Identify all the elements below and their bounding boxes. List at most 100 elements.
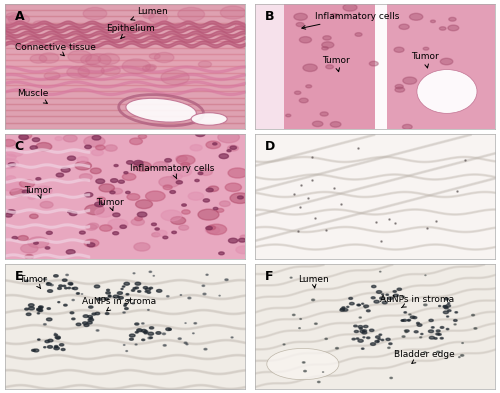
Circle shape <box>179 225 188 230</box>
Circle shape <box>126 191 130 194</box>
Circle shape <box>0 17 18 29</box>
Circle shape <box>370 329 374 331</box>
Circle shape <box>166 296 169 297</box>
Circle shape <box>448 25 459 31</box>
Circle shape <box>124 305 126 306</box>
Circle shape <box>32 349 36 351</box>
Text: D: D <box>264 140 274 153</box>
Circle shape <box>228 238 237 243</box>
Circle shape <box>424 352 426 353</box>
Text: Lumen: Lumen <box>131 7 168 20</box>
Circle shape <box>97 197 106 202</box>
Circle shape <box>39 306 43 308</box>
Circle shape <box>66 250 75 254</box>
Circle shape <box>374 300 379 303</box>
Circle shape <box>349 298 352 299</box>
Circle shape <box>54 347 60 350</box>
Circle shape <box>144 331 148 333</box>
Circle shape <box>138 290 141 292</box>
Circle shape <box>434 338 437 339</box>
Text: Epithelium: Epithelium <box>106 24 154 39</box>
Circle shape <box>402 320 404 321</box>
Circle shape <box>58 287 62 289</box>
Circle shape <box>35 186 52 195</box>
Circle shape <box>300 319 302 320</box>
Circle shape <box>318 381 320 383</box>
Circle shape <box>62 279 67 281</box>
Bar <box>255 4 284 129</box>
Circle shape <box>123 312 125 313</box>
Text: B: B <box>264 10 274 23</box>
Circle shape <box>397 288 402 290</box>
Circle shape <box>402 336 405 337</box>
Circle shape <box>88 316 92 318</box>
Circle shape <box>294 13 308 20</box>
Circle shape <box>118 296 120 298</box>
Bar <box>5 66 245 73</box>
Circle shape <box>430 20 436 23</box>
Text: Connective tissue: Connective tissue <box>14 43 96 56</box>
Circle shape <box>138 329 141 331</box>
Bar <box>5 23 245 29</box>
Circle shape <box>80 174 92 180</box>
Circle shape <box>150 53 160 59</box>
Circle shape <box>88 306 93 308</box>
Circle shape <box>113 213 120 217</box>
Circle shape <box>19 135 28 140</box>
Circle shape <box>130 334 135 337</box>
Circle shape <box>380 297 385 299</box>
Circle shape <box>149 271 152 272</box>
Circle shape <box>206 226 212 230</box>
Circle shape <box>144 286 148 289</box>
Circle shape <box>95 312 100 315</box>
Circle shape <box>83 315 88 318</box>
Circle shape <box>376 336 380 338</box>
Circle shape <box>283 344 285 345</box>
Circle shape <box>214 208 218 210</box>
Circle shape <box>136 200 152 209</box>
Circle shape <box>440 338 443 339</box>
Circle shape <box>145 291 147 292</box>
Circle shape <box>206 141 220 149</box>
Circle shape <box>122 59 150 73</box>
Circle shape <box>382 301 387 304</box>
Circle shape <box>25 280 28 281</box>
Circle shape <box>455 312 458 313</box>
Circle shape <box>64 135 77 142</box>
Circle shape <box>170 217 186 224</box>
Circle shape <box>83 7 107 20</box>
Circle shape <box>76 293 80 294</box>
Circle shape <box>362 348 364 349</box>
Circle shape <box>142 339 145 341</box>
Circle shape <box>22 190 30 194</box>
Circle shape <box>68 211 71 213</box>
Circle shape <box>46 318 52 321</box>
Circle shape <box>144 332 147 334</box>
Circle shape <box>34 21 44 27</box>
Circle shape <box>40 307 42 309</box>
Circle shape <box>118 292 122 294</box>
Circle shape <box>130 138 142 145</box>
Circle shape <box>203 199 209 202</box>
Circle shape <box>124 308 128 310</box>
Circle shape <box>449 17 456 21</box>
Circle shape <box>306 85 312 88</box>
Circle shape <box>410 316 415 318</box>
Circle shape <box>70 312 74 314</box>
Circle shape <box>343 309 348 311</box>
Circle shape <box>92 149 104 156</box>
Circle shape <box>98 298 102 300</box>
Circle shape <box>121 288 123 290</box>
Circle shape <box>198 172 203 174</box>
Circle shape <box>424 304 427 306</box>
Circle shape <box>376 290 382 293</box>
Circle shape <box>231 337 233 338</box>
Circle shape <box>360 328 362 329</box>
Circle shape <box>110 191 115 194</box>
Circle shape <box>390 377 392 378</box>
Circle shape <box>146 288 150 291</box>
Circle shape <box>126 161 134 164</box>
Circle shape <box>84 324 89 327</box>
Circle shape <box>63 285 66 286</box>
Bar <box>5 73 245 79</box>
